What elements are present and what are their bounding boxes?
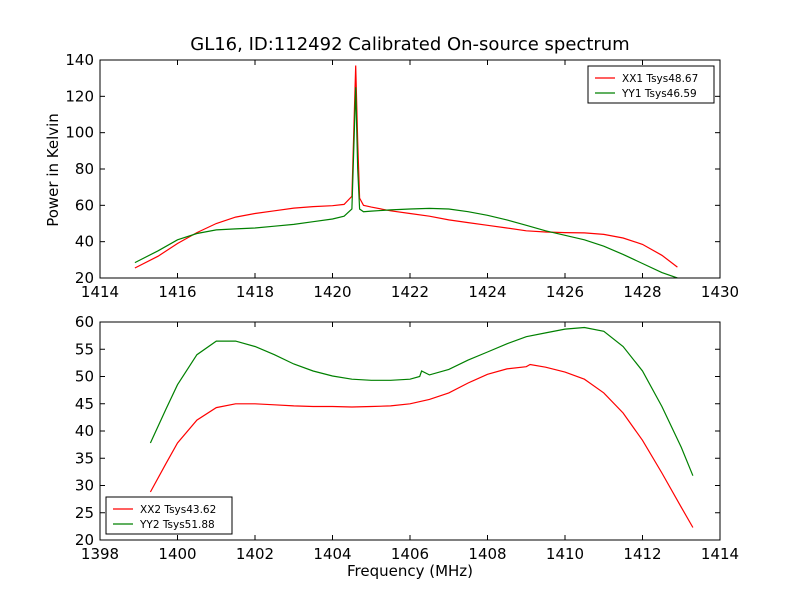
top-legend-label-2: YY1 Tsys46.59	[621, 88, 697, 100]
top-x-tick-label: 1426	[546, 283, 584, 301]
top-x-tick-label: 1416	[158, 283, 196, 301]
bottom-series-line-1	[149, 363, 694, 528]
top-legend: XX1 Tsys48.67 YY1 Tsys46.59	[587, 65, 715, 104]
bottom-y-tick-label: 30	[75, 477, 94, 495]
top-y-tick-label: 20	[75, 269, 94, 287]
bottom-series-line-2	[149, 326, 694, 476]
bottom-y-tick-label: 50	[75, 368, 94, 386]
top-series-line-2	[134, 87, 678, 278]
bottom-x-tick-label: 1408	[468, 545, 506, 563]
top-y-tick-label: 120	[65, 87, 94, 105]
bottom-y-tick-label: 55	[75, 340, 94, 358]
top-x-tick-label: 1428	[623, 283, 661, 301]
top-legend-box	[587, 65, 715, 104]
top-x-tick-label: 1422	[391, 283, 429, 301]
top-x-tick-label: 1414	[81, 283, 119, 301]
bottom-legend-box	[105, 496, 233, 535]
bottom-x-tick-label: 1404	[313, 545, 351, 563]
top-legend-label-1: XX1 Tsys48.67	[622, 73, 698, 85]
top-y-tick-label: 80	[75, 160, 94, 178]
bottom-x-tick-label: 1412	[623, 545, 661, 563]
top-y-tick-label: 100	[65, 124, 94, 142]
top-y-tick-label: 60	[75, 196, 94, 214]
top-series-line-1	[134, 65, 678, 269]
bottom-x-tick-label: 1414	[701, 545, 739, 563]
bottom-x-tick-label: 1402	[236, 545, 274, 563]
bottom-legend-label-1: XX2 Tsys43.62	[140, 504, 216, 516]
top-plot: 1414 1416 1418 1420 1422 1424 1426 1428 1430 20 40…	[65, 51, 739, 301]
bottom-x-tick-label: 1400	[158, 545, 196, 563]
top-y-tick-label: 40	[75, 233, 94, 251]
top-x-tick-label: 1424	[468, 283, 506, 301]
bottom-y-tick-label: 60	[75, 313, 94, 331]
bottom-y-tick-label: 40	[75, 422, 94, 440]
chart-title: GL16, ID:112492 Calibrated On-source spe…	[190, 34, 630, 55]
bottom-y-tick-label: 45	[75, 395, 94, 413]
bottom-x-tick-label: 1406	[391, 545, 429, 563]
bottom-x-tick-label: 1398	[81, 545, 119, 563]
bottom-y-tick-label: 20	[75, 531, 94, 549]
top-x-tick-label: 1420	[313, 283, 351, 301]
bottom-plot: 1398 1400 1402 1404 1406 1408 1410 1412 1414 20 25…	[75, 313, 739, 563]
bottom-y-tick-label: 35	[75, 449, 94, 467]
bottom-legend-label-2: YY2 Tsys51.88	[139, 519, 215, 531]
top-x-tick-label: 1430	[701, 283, 739, 301]
top-y-tick-label: 140	[65, 51, 94, 69]
top-x-tick-label: 1418	[236, 283, 274, 301]
bottom-x-axis-label: Frequency (MHz)	[346, 562, 474, 580]
bottom-x-tick-label: 1410	[546, 545, 584, 563]
bottom-y-tick-label: 25	[75, 504, 94, 522]
bottom-legend: XX2 Tsys43.62 YY2 Tsys51.88	[105, 496, 233, 535]
